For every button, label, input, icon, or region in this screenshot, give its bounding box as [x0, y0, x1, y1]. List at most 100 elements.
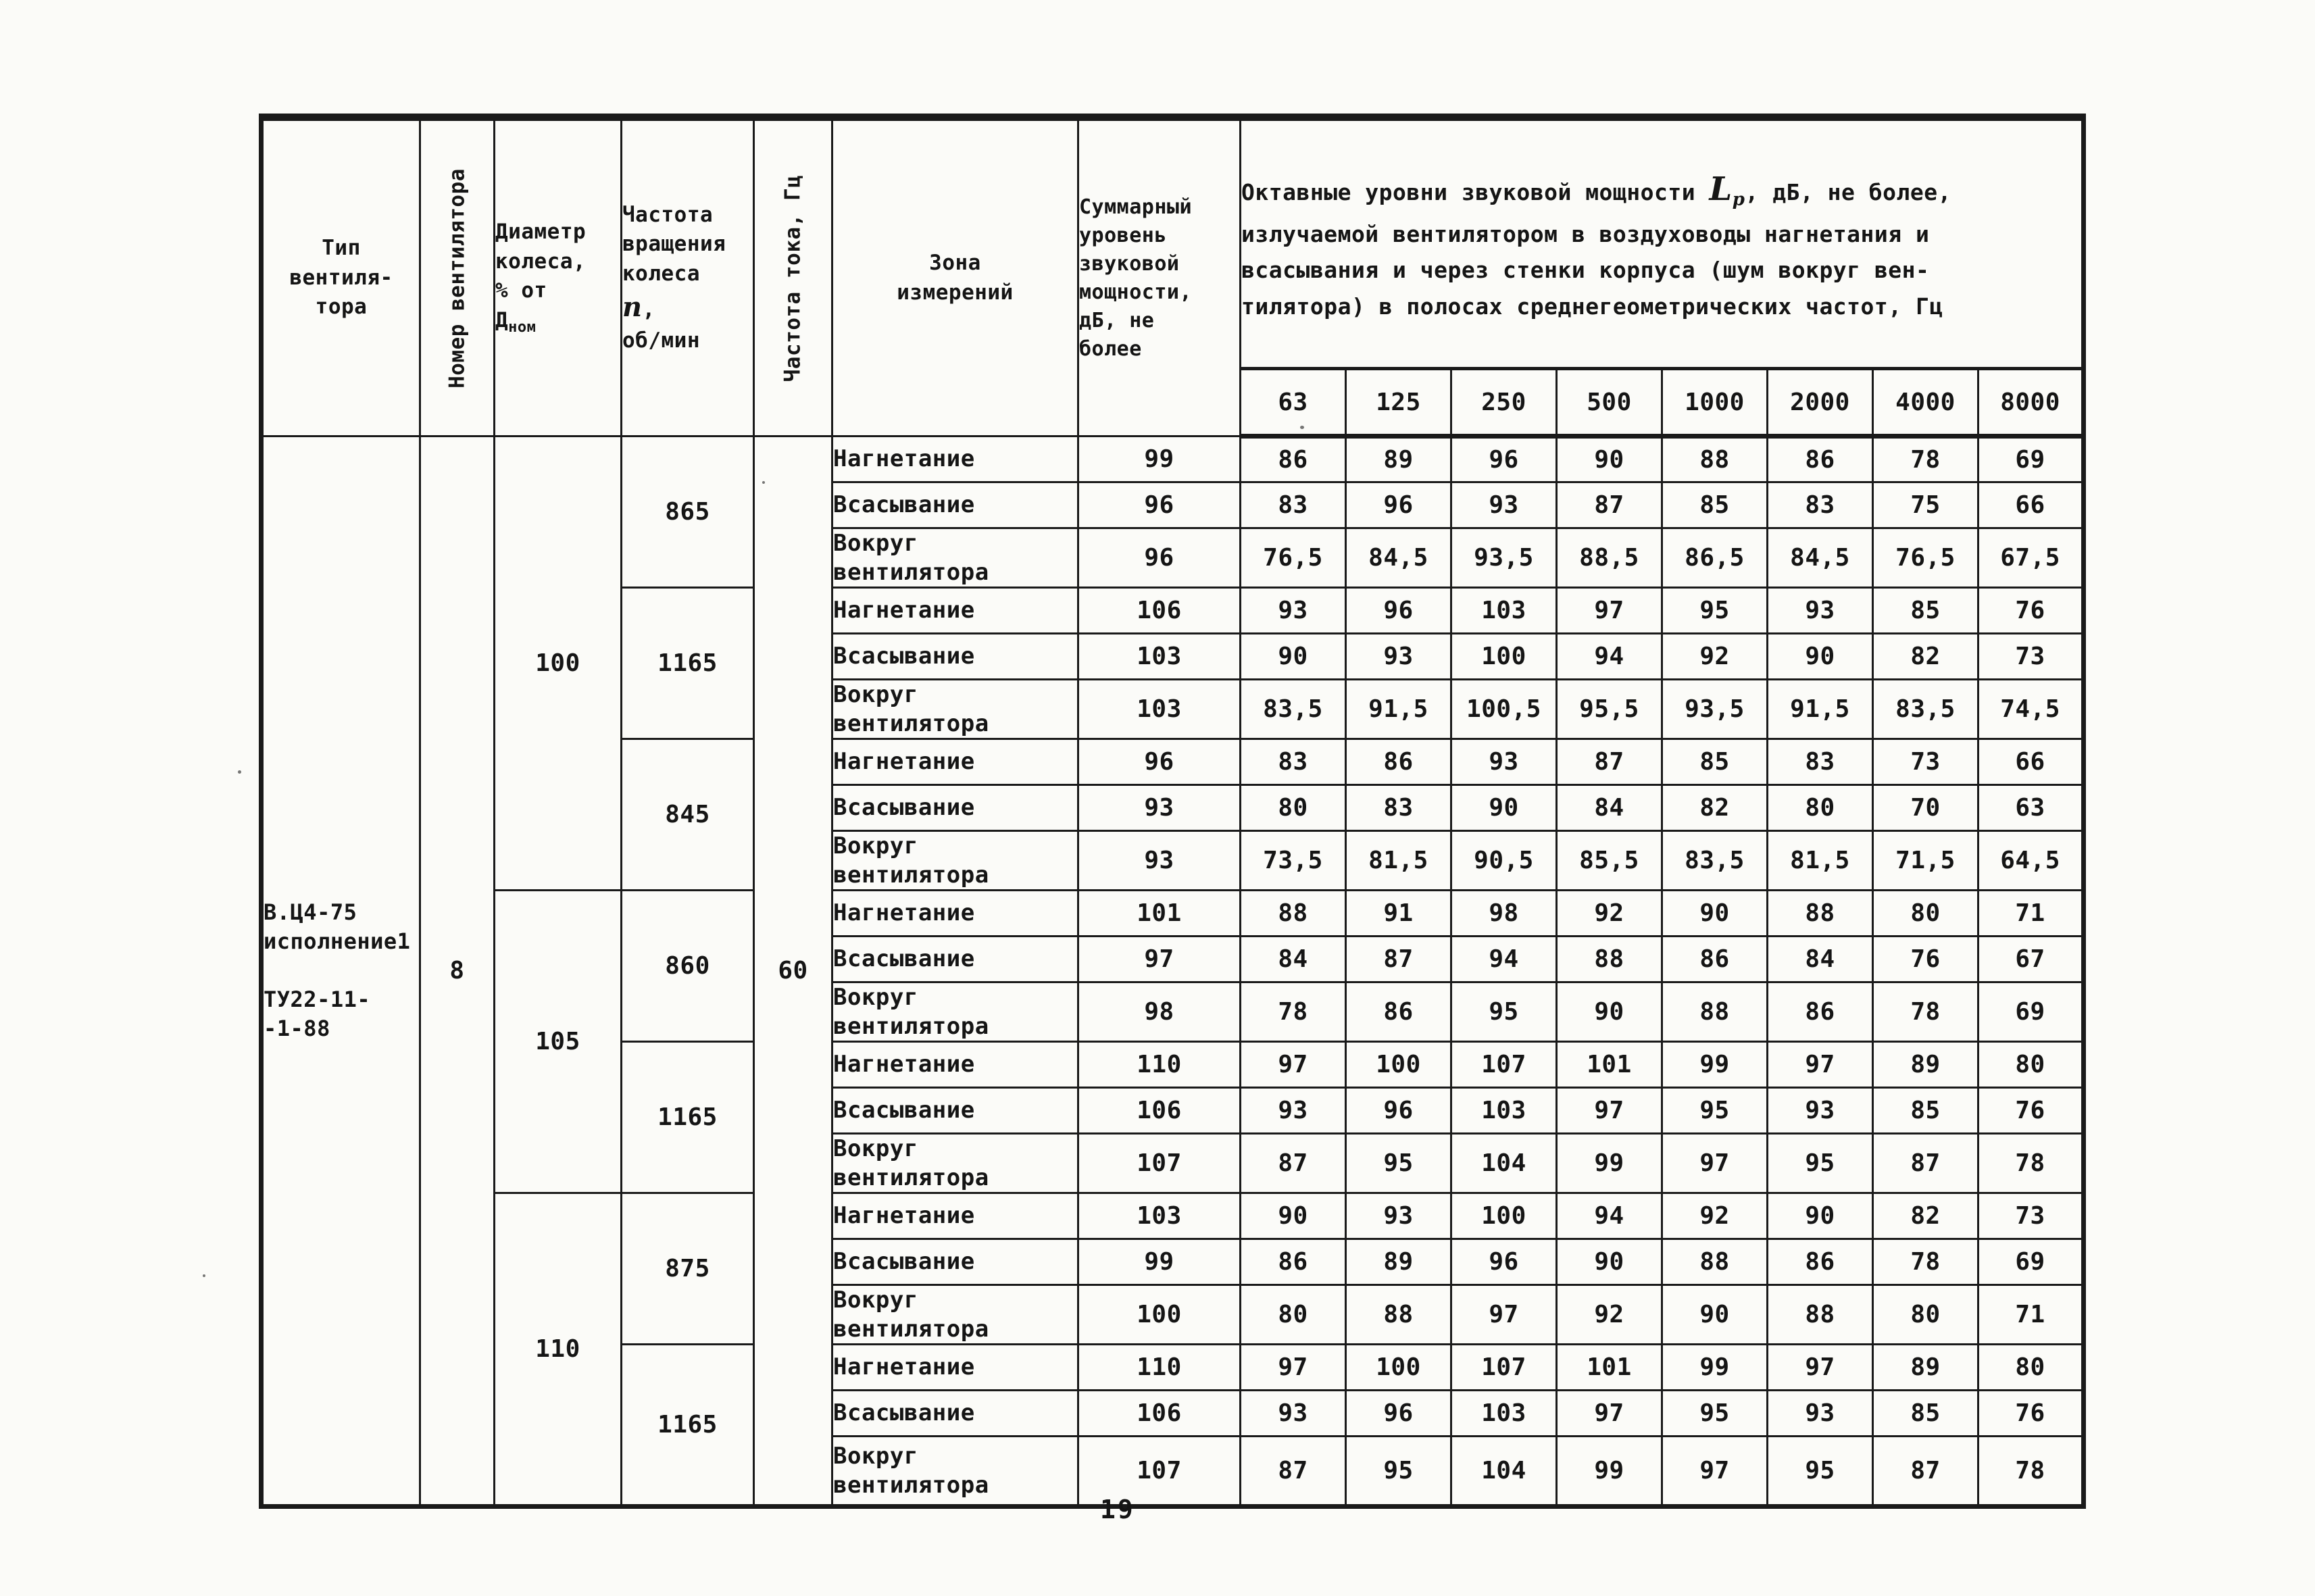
octave-level-cell: 92 — [1661, 632, 1768, 680]
octave-level-cell: 93 — [1766, 587, 1874, 634]
scan-speck — [203, 1274, 205, 1277]
octave-level-cell: 76,5 — [1239, 527, 1347, 589]
zone-cell: Нагнетание — [831, 435, 1079, 483]
octave-level-cell: 84,5 — [1766, 527, 1874, 589]
octave-level-cell: 89 — [1872, 1041, 1979, 1089]
octave-level-cell: 89 — [1345, 1238, 1452, 1286]
sum-level-cell: 106 — [1077, 1087, 1241, 1134]
octave-level-cell: 80 — [1766, 784, 1874, 832]
freq-header-cell: 8000 — [1976, 367, 2085, 439]
octave-level-cell: 73 — [1976, 632, 2085, 680]
octave-level-cell: 96 — [1345, 1087, 1452, 1134]
octave-level-cell: 66 — [1976, 481, 2085, 529]
octave-level-cell: 67 — [1976, 935, 2085, 983]
speed-cell: 1165 — [620, 587, 755, 740]
sum-level-cell: 107 — [1077, 1435, 1241, 1507]
fan-number-cell: 8 — [419, 435, 495, 1507]
octave-level-cell: 78 — [1976, 1132, 2085, 1194]
octave-level-cell: 75 — [1872, 481, 1979, 529]
octave-level-cell: 97 — [1450, 1284, 1558, 1345]
octave-level-cell: 99 — [1661, 1343, 1768, 1391]
octave-level-cell: 78 — [1872, 1238, 1979, 1286]
octave-level-cell: 93 — [1345, 1192, 1452, 1240]
sum-level-cell: 99 — [1077, 435, 1241, 483]
octave-level-cell: 81,5 — [1345, 830, 1452, 891]
octave-level-cell: 80 — [1239, 784, 1347, 832]
octave-level-cell: 87 — [1872, 1435, 1979, 1507]
octave-level-cell: 90 — [1555, 435, 1663, 483]
octave-level-cell: 90 — [1661, 889, 1768, 937]
octave-level-cell: 93,5 — [1450, 527, 1558, 589]
diameter-cell: 105 — [493, 889, 622, 1194]
octave-level-cell: 94 — [1555, 632, 1663, 680]
sum-level-cell: 93 — [1077, 830, 1241, 891]
octave-level-cell: 88 — [1555, 935, 1663, 983]
octave-level-cell: 90 — [1239, 1192, 1347, 1240]
fan-type-cell: В.Ц4-75 исполнение1 ТУ22-11- -1-88 — [260, 435, 421, 1507]
zone-cell: Нагнетание — [831, 738, 1079, 786]
octave-level-cell: 80 — [1239, 1284, 1347, 1345]
octave-level-cell: 97 — [1555, 587, 1663, 634]
octave-level-cell: 96 — [1345, 481, 1452, 529]
zone-cell: Всасывание — [831, 935, 1079, 983]
octave-level-cell: 97 — [1766, 1343, 1874, 1391]
header-speed-unit: об/мин — [622, 328, 700, 353]
header-zone: Зона измерений — [831, 116, 1079, 437]
header-diameter-label: Диаметр колеса, % от — [495, 220, 587, 303]
octave-level-cell: 86 — [1766, 981, 1874, 1043]
octave-level-cell: 82 — [1872, 632, 1979, 680]
octave-level-cell: 95 — [1661, 1087, 1768, 1134]
sum-level-cell: 99 — [1077, 1238, 1241, 1286]
octave-level-cell: 100,5 — [1450, 678, 1558, 740]
zone-cell: Всасывание — [831, 1087, 1079, 1134]
octave-level-cell: 100 — [1450, 1192, 1558, 1240]
octave-level-cell: 87 — [1555, 481, 1663, 529]
octave-level-cell: 95 — [1450, 981, 1558, 1043]
octave-level-cell: 87 — [1239, 1435, 1347, 1507]
octave-level-cell: 74,5 — [1976, 678, 2085, 740]
octave-level-cell: 85 — [1872, 587, 1979, 634]
noise-table: Тип вентиля- тора Номер вентилятора Диам… — [259, 114, 2087, 1509]
octave-level-cell: 90 — [1766, 632, 1874, 680]
octave-level-cell: 89 — [1872, 1343, 1979, 1391]
octave-level-cell: 86 — [1661, 935, 1768, 983]
octave-level-cell: 87 — [1555, 738, 1663, 786]
octave-level-cell: 80 — [1976, 1041, 2085, 1089]
header-current-freq-label: Частота тока, Гц — [780, 174, 805, 382]
sum-level-cell: 96 — [1077, 527, 1241, 589]
octave-level-cell: 97 — [1661, 1132, 1768, 1194]
octave-level-cell: 78 — [1976, 1435, 2085, 1507]
sum-level-cell: 97 — [1077, 935, 1241, 983]
freq-header-cell: 500 — [1555, 367, 1663, 439]
freq-header-cell: 4000 — [1872, 367, 1979, 439]
zone-cell: Нагнетание — [831, 1192, 1079, 1240]
octave-level-cell: 84 — [1766, 935, 1874, 983]
octave-level-cell: 93 — [1450, 481, 1558, 529]
octave-level-cell: 76 — [1976, 1087, 2085, 1134]
zone-cell: Вокруг вентилятора — [831, 1435, 1079, 1507]
header-current-freq: Частота тока, Гц — [753, 116, 833, 437]
octave-level-cell: 81,5 — [1766, 830, 1874, 891]
octave-level-cell: 91 — [1345, 889, 1452, 937]
diameter-cell: 100 — [493, 435, 622, 891]
octave-level-cell: 80 — [1976, 1343, 2085, 1391]
octave-level-cell: 95 — [1661, 1389, 1768, 1437]
octave-level-cell: 95 — [1345, 1435, 1452, 1507]
zone-cell: Всасывание — [831, 1238, 1079, 1286]
sum-level-cell: 103 — [1077, 1192, 1241, 1240]
freq-header-cell: 63 — [1239, 367, 1347, 439]
octave-level-cell: 85 — [1872, 1087, 1979, 1134]
octave-level-cell: 98 — [1450, 889, 1558, 937]
freq-header-cell: 250 — [1450, 367, 1558, 439]
octave-level-cell: 95 — [1766, 1132, 1874, 1194]
octave-level-cell: 83,5 — [1239, 678, 1347, 740]
octave-level-cell: 88 — [1345, 1284, 1452, 1345]
octave-level-cell: 67,5 — [1976, 527, 2085, 589]
octave-level-cell: 88 — [1661, 1238, 1768, 1286]
octave-level-cell: 100 — [1345, 1041, 1452, 1089]
octave-level-cell: 86 — [1239, 1238, 1347, 1286]
octave-level-cell: 97 — [1661, 1435, 1768, 1507]
octave-level-cell: 90 — [1555, 1238, 1663, 1286]
octave-level-cell: 80 — [1872, 1284, 1979, 1345]
octave-level-cell: 101 — [1555, 1343, 1663, 1391]
